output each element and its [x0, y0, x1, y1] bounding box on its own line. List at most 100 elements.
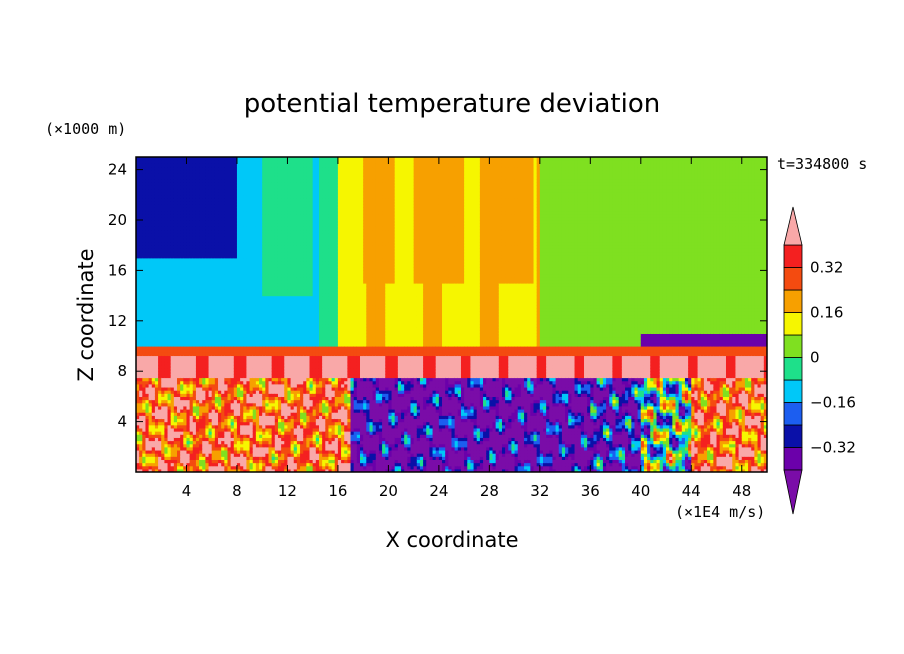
contour-cell [177, 226, 181, 231]
contour-cell [145, 412, 150, 416]
contour-cell [183, 456, 188, 460]
contour-cell [180, 311, 184, 316]
contour-cell [148, 330, 153, 334]
contour-cell [158, 399, 162, 404]
contour-cell [170, 415, 175, 420]
contour-cell [158, 305, 162, 309]
contour-cell [173, 346, 178, 350]
contour-cell [148, 320, 153, 325]
contour-cell [154, 342, 159, 347]
contour-cell [139, 248, 143, 253]
contour-cell [154, 323, 159, 328]
contour-cell [145, 314, 150, 319]
contour-cell [154, 468, 159, 472]
contour-cell [173, 323, 178, 328]
contour-cell [142, 182, 147, 186]
contour-cell [164, 204, 169, 208]
contour-cell [158, 339, 162, 344]
contour-cell [170, 276, 175, 281]
contour-cell [142, 270, 147, 275]
contour-cell [170, 431, 175, 435]
contour-cell [167, 254, 172, 259]
contour-cell [139, 229, 143, 234]
contour-cell [154, 160, 159, 164]
contour-cell [170, 396, 175, 401]
contour-cell [142, 327, 147, 331]
contour-cell [180, 314, 184, 319]
contour-cell [139, 390, 143, 394]
contour-cell [158, 279, 162, 284]
contour-cell [151, 405, 156, 410]
contour-cell [148, 194, 153, 199]
contour-cell [139, 169, 143, 174]
contour-cell [164, 276, 169, 281]
contour-cell [154, 194, 159, 199]
contour-cell [154, 349, 159, 353]
contour-cell [154, 462, 159, 467]
contour-cell [158, 257, 162, 262]
contour-cell [161, 409, 165, 413]
contour-cell [170, 248, 175, 253]
contour-cell [139, 368, 143, 372]
contour-cell [161, 175, 165, 180]
contour-cell [145, 434, 150, 438]
contour-cell [148, 456, 153, 460]
contour-cell [173, 286, 178, 290]
contour-cell [154, 305, 159, 309]
contour-cell [142, 175, 147, 180]
contour-cell [158, 421, 162, 426]
contour-cell [173, 371, 178, 375]
contour-cell [148, 462, 153, 467]
contour-cell [177, 179, 181, 183]
contour-cell [151, 383, 156, 388]
contour-cell [145, 355, 150, 360]
contour-cell [142, 462, 147, 467]
contour-cell [136, 342, 140, 347]
contour-cell [170, 257, 175, 262]
contour-cell [148, 160, 153, 164]
contour-cell [170, 465, 175, 470]
contour-cell [167, 251, 172, 256]
contour-cell [145, 415, 150, 420]
contour-cell [167, 238, 172, 243]
contour-cell [170, 446, 175, 451]
contour-cell [167, 311, 172, 316]
contour-cell [170, 245, 175, 249]
contour-cell [177, 245, 181, 249]
contour-cell [161, 267, 165, 271]
contour-cell [161, 191, 165, 196]
contour-cell [180, 229, 184, 234]
contour-cell [145, 197, 150, 202]
contour-cell [142, 160, 147, 164]
contour-cell [177, 333, 181, 338]
contour-cell [148, 421, 153, 426]
contour-cell [154, 166, 159, 171]
contour-cell [177, 342, 181, 347]
contour-cell [161, 323, 165, 328]
contour-cell [161, 358, 165, 363]
contour-cell [180, 163, 184, 168]
contour-cell [164, 279, 169, 284]
contour-cell [164, 157, 169, 161]
contour-cell [161, 279, 165, 284]
contour-cell [158, 276, 162, 281]
contour-cell [167, 374, 172, 379]
contour-cell [173, 449, 178, 454]
contour-cell [173, 361, 178, 366]
contour-cell [142, 210, 147, 215]
contour-cell [164, 330, 169, 334]
contour-cell [180, 399, 184, 404]
contour-cell [145, 283, 150, 287]
contour-cell [167, 383, 172, 388]
contour-cell [161, 251, 165, 256]
contour-cell [148, 333, 153, 338]
contour-cell [170, 349, 175, 353]
contour-cell [167, 421, 172, 426]
contour-cell [180, 213, 184, 218]
contour-cell [139, 342, 143, 347]
contour-cell [170, 393, 175, 397]
contour-cell [167, 427, 172, 432]
contour-cell [151, 220, 156, 224]
contour-cell [145, 361, 150, 366]
contour-cell [148, 311, 153, 316]
